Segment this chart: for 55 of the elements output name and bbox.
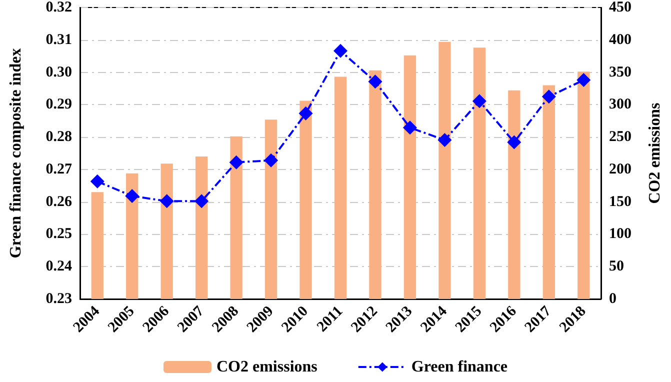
- point: [334, 44, 348, 58]
- y2-tick-label: 450: [609, 0, 632, 16]
- bar: [508, 90, 520, 299]
- y-tick-label: 0.31: [46, 32, 72, 48]
- point: [90, 174, 104, 188]
- bar: [160, 164, 173, 299]
- y2-tick-label: 100: [609, 226, 632, 242]
- bar: [91, 192, 104, 299]
- bar: [369, 70, 382, 299]
- y-tick-label: 0.23: [46, 291, 72, 307]
- point: [125, 189, 140, 204]
- point: [472, 94, 486, 108]
- bar: [195, 156, 208, 299]
- bar: [473, 48, 486, 299]
- x-tick-label: 2011: [314, 303, 346, 336]
- bar: [578, 72, 590, 299]
- legend-label: Green finance: [411, 358, 508, 376]
- point: [264, 153, 278, 168]
- legend-label: CO2 emissions: [216, 358, 318, 376]
- point: [576, 73, 591, 88]
- y2-tick-label: 300: [609, 96, 632, 113]
- point: [368, 74, 382, 89]
- point: [229, 155, 244, 170]
- bar: [334, 76, 347, 299]
- y-tick-label: 0.24: [46, 258, 72, 275]
- bar: [542, 85, 555, 299]
- y-tick-label: 0.32: [46, 0, 72, 16]
- y-tick-label: 0.25: [46, 226, 72, 242]
- bar: [438, 42, 451, 299]
- y2-tick-label: 50: [609, 258, 624, 275]
- y2-tick-label: 200: [609, 161, 632, 178]
- y-tick-label: 0.26: [46, 194, 72, 210]
- y-axis-title: Green finance composite index: [8, 48, 24, 258]
- point: [507, 135, 522, 150]
- bar: [300, 100, 312, 299]
- y2-axis-title: CO2 emissions: [646, 102, 664, 204]
- y-tick-label: 0.28: [46, 129, 72, 146]
- y-tick-label: 0.27: [46, 161, 72, 178]
- bar: [126, 173, 138, 299]
- point: [160, 194, 174, 208]
- bar: [264, 120, 278, 299]
- bar: [230, 136, 242, 299]
- point: [298, 106, 313, 120]
- point: [542, 90, 556, 104]
- bar: [404, 55, 416, 299]
- y-tick-label: 0.29: [46, 96, 72, 113]
- point: [402, 120, 417, 135]
- y2-tick-label: 0: [609, 291, 616, 307]
- y2-tick-label: 250: [609, 129, 632, 146]
- point: [438, 132, 452, 147]
- y2-tick-label: 400: [609, 32, 632, 48]
- y-tick-label: 0.30: [46, 64, 72, 80]
- y2-tick-label: 350: [609, 64, 632, 80]
- point: [194, 194, 209, 208]
- y2-tick-label: 150: [609, 194, 632, 210]
